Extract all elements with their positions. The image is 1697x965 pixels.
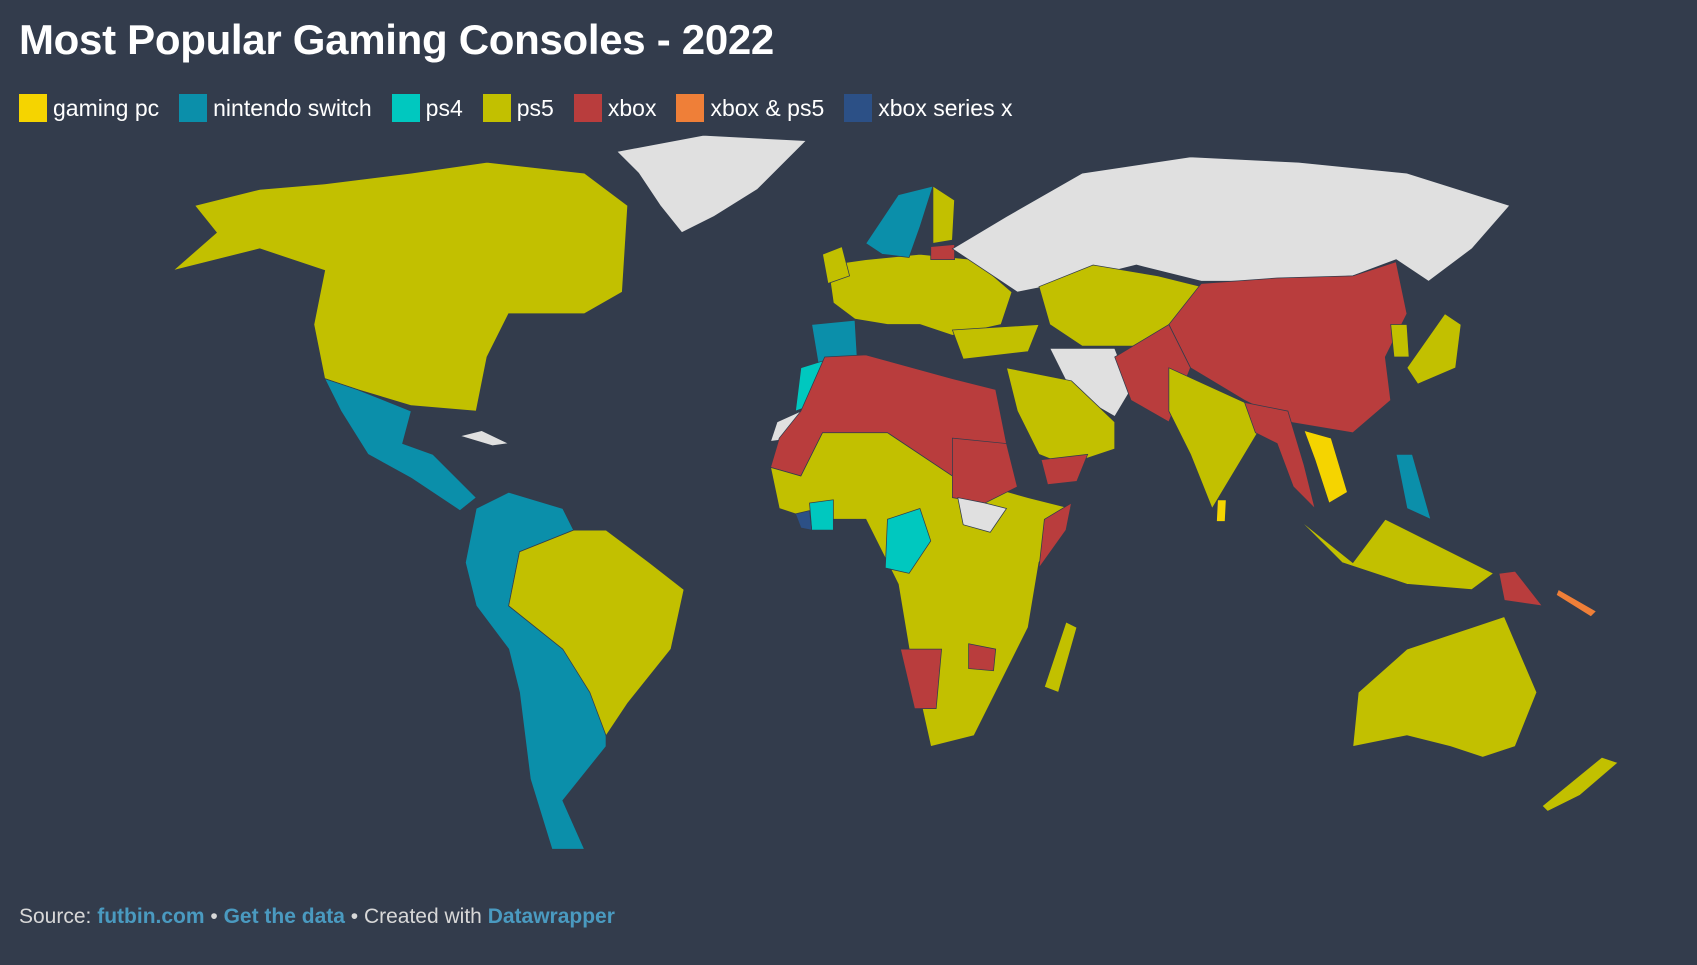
legend-item: gaming pc xyxy=(19,94,159,122)
created-with-label: • Created with xyxy=(344,905,488,928)
region-madagascar[interactable] xyxy=(1043,621,1078,693)
legend-label: xbox & ps5 xyxy=(710,94,825,121)
region-brazil[interactable] xyxy=(508,529,685,737)
region-finland[interactable] xyxy=(932,185,955,244)
region-somalia[interactable] xyxy=(1038,502,1072,570)
region-uk[interactable] xyxy=(822,246,851,284)
chart-title: Most Popular Gaming Consoles - 2022 xyxy=(19,16,774,63)
region-canada-usa[interactable] xyxy=(172,161,629,412)
region-namibia[interactable] xyxy=(899,648,942,709)
datawrapper-link[interactable]: Datawrapper xyxy=(487,905,615,928)
region-baltics[interactable] xyxy=(930,244,955,261)
region-yemen[interactable] xyxy=(1040,453,1089,486)
legend: gaming pc nintendo switch ps4 ps5 xbox xbox &… xyxy=(19,94,1012,122)
region-malaysia-indonesia[interactable] xyxy=(1298,518,1495,590)
legend-label: xbox series x xyxy=(878,94,1013,121)
region-greenland[interactable] xyxy=(616,134,808,234)
legend-swatch xyxy=(482,94,511,122)
region-sweden-norway[interactable] xyxy=(865,185,934,258)
region-japan[interactable] xyxy=(1406,313,1462,385)
region-korea[interactable] xyxy=(1390,324,1410,358)
legend-item: nintendo switch xyxy=(179,94,372,122)
region-sudan[interactable] xyxy=(952,437,1018,504)
legend-swatch xyxy=(19,94,47,122)
source-link[interactable]: futbin.com xyxy=(97,905,205,928)
legend-item: xbox series x xyxy=(844,94,1012,122)
legend-swatch xyxy=(844,94,873,122)
legend-item: xbox xyxy=(573,94,657,122)
legend-swatch xyxy=(179,94,208,122)
legend-label: xbox xyxy=(607,94,657,121)
region-new-zealand[interactable] xyxy=(1541,756,1619,812)
region-vietnam-laos[interactable] xyxy=(1303,430,1348,504)
legend-swatch xyxy=(676,94,705,122)
region-arabia[interactable] xyxy=(1005,367,1116,466)
region-papua-new-guinea[interactable] xyxy=(1498,570,1544,607)
separator: • xyxy=(204,905,224,928)
legend-item: ps5 xyxy=(482,94,554,122)
source-label: Source: xyxy=(19,905,98,928)
legend-label: ps5 xyxy=(516,94,554,121)
region-sri-lanka[interactable] xyxy=(1216,499,1227,522)
region-ivory-coast[interactable] xyxy=(809,499,834,531)
legend-label: gaming pc xyxy=(53,94,160,121)
region-australia[interactable] xyxy=(1352,616,1538,758)
legend-label: nintendo switch xyxy=(213,94,372,121)
region-philippines[interactable] xyxy=(1395,453,1432,520)
region-mexico-central-america[interactable] xyxy=(323,377,477,512)
legend-swatch xyxy=(573,94,602,122)
region-congo[interactable] xyxy=(884,507,932,574)
legend-label: ps4 xyxy=(425,94,463,121)
region-andes-southern-cone[interactable] xyxy=(464,491,607,850)
legend-item: xbox & ps5 xyxy=(676,94,824,122)
get-data-link[interactable]: Get the data xyxy=(223,905,345,928)
legend-swatch xyxy=(391,94,420,122)
region-myanmar-thailand[interactable] xyxy=(1244,401,1316,510)
region-zimbabwe[interactable] xyxy=(968,643,997,672)
region-south-sudan[interactable] xyxy=(957,497,1008,533)
legend-item: ps4 xyxy=(391,94,463,122)
region-russia[interactable] xyxy=(951,156,1511,293)
footer: Source: futbin.com • Get the data • Crea… xyxy=(19,905,615,929)
region-cuba[interactable] xyxy=(458,430,510,447)
region-liberia[interactable] xyxy=(794,510,813,531)
region-turkey[interactable] xyxy=(951,324,1040,360)
region-solomon-islands[interactable] xyxy=(1555,589,1597,618)
